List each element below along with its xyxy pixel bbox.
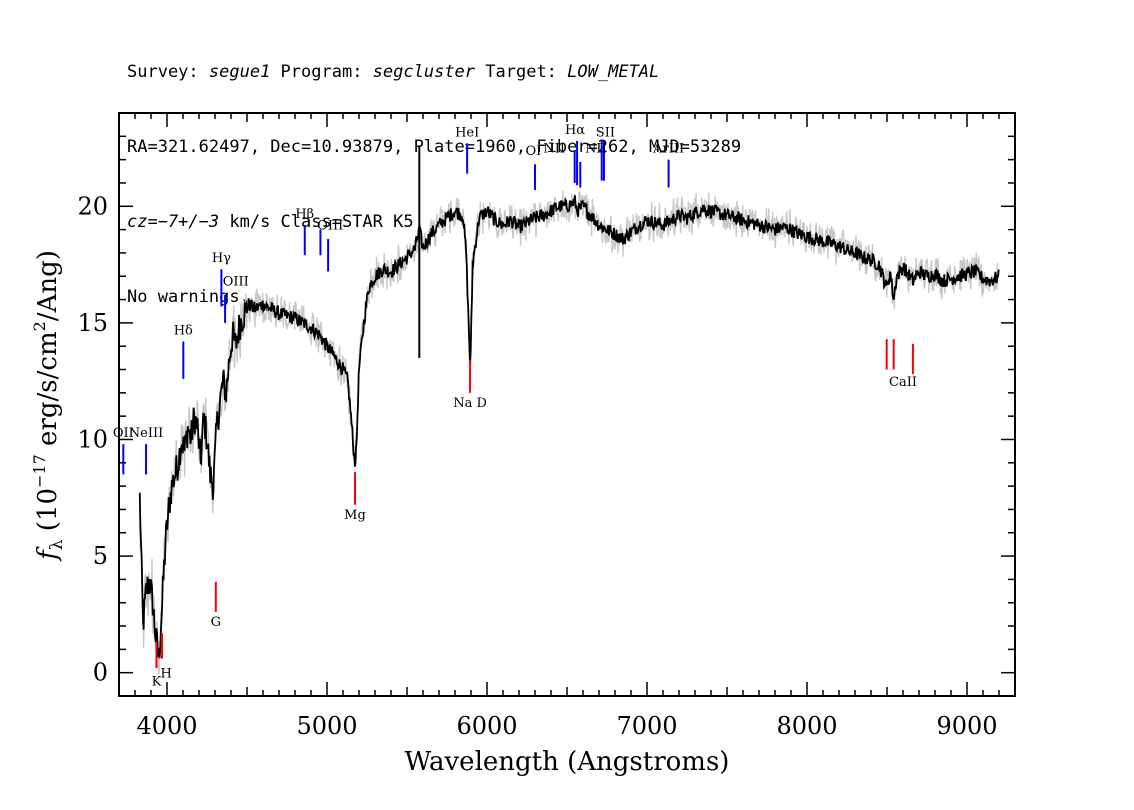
line-markers-group bbox=[122, 140, 914, 669]
axis-ticks-group bbox=[119, 112, 1015, 697]
marker-label-19: CaII bbox=[889, 375, 917, 390]
marker-label-2: K bbox=[152, 675, 162, 690]
survey-value: segue1 bbox=[208, 62, 271, 82]
header-line-warnings: No warnings. bbox=[127, 287, 250, 307]
y-tick-label: 10 bbox=[77, 425, 108, 453]
marker-label-7: OIII bbox=[223, 275, 249, 290]
x-tick-label: 9000 bbox=[936, 712, 997, 740]
marker-label-18: ArIII bbox=[652, 142, 684, 157]
cz-value: cz=−7+/−3 bbox=[127, 212, 220, 232]
target-label: Target: bbox=[475, 62, 568, 82]
x-tick-label: 6000 bbox=[456, 712, 517, 740]
y-label-end: /Ang) bbox=[33, 250, 63, 321]
plot-frame bbox=[118, 112, 1016, 697]
target-value: LOW_METAL bbox=[567, 62, 660, 82]
marker-label-4: Hδ bbox=[174, 324, 193, 339]
marker-label-6: Hγ bbox=[212, 251, 231, 266]
y-label-mid: (10 bbox=[33, 488, 63, 540]
y-label-exp: −17 bbox=[30, 454, 49, 488]
marker-label-11: HeI bbox=[455, 125, 479, 140]
error-band-group bbox=[139, 190, 1000, 675]
y-axis-label: fλ (10−17 erg/s/cm2/Ang) bbox=[30, 250, 67, 562]
x-axis-label: Wavelength (Angstroms) bbox=[405, 747, 730, 777]
program-value: segcluster bbox=[372, 62, 476, 82]
marker-label-10: Mg bbox=[344, 508, 366, 523]
error-band-line bbox=[139, 190, 1000, 675]
marker-label-17: SII bbox=[596, 125, 615, 140]
y-label-sub: λ bbox=[47, 539, 67, 550]
x-tick-labels: 4000 5000 6000 7000 8000 9000 bbox=[136, 712, 997, 740]
x-tick-label: 8000 bbox=[776, 712, 837, 740]
marker-label-8: Hβ bbox=[295, 207, 314, 222]
y-label-exp2: 2 bbox=[30, 321, 49, 331]
x-tick-label: 4000 bbox=[136, 712, 197, 740]
survey-label: Survey: bbox=[127, 62, 209, 82]
marker-label-3: H bbox=[161, 666, 172, 681]
marker-label-13: OI bbox=[526, 144, 542, 159]
header-line-coordinates: RA=321.62497, Dec=10.93879, Plate=1960, … bbox=[127, 137, 742, 157]
y-tick-label: 20 bbox=[77, 192, 108, 220]
y-tick-label: 5 bbox=[93, 542, 108, 570]
marker-label-14: NII bbox=[543, 142, 565, 157]
program-label: Program: bbox=[270, 62, 373, 82]
spectrum-line bbox=[138, 195, 1000, 659]
spectrum-header: Survey: segue1 Program: segcluster Targe… bbox=[127, 10, 741, 335]
marker-label-15: Hα bbox=[565, 123, 585, 138]
marker-label-5: G bbox=[211, 615, 221, 630]
spectrum-line-group bbox=[138, 145, 1000, 659]
x-tick-label: 5000 bbox=[296, 712, 357, 740]
y-label-units: erg/s/cm bbox=[33, 331, 63, 454]
marker-label-16: NII bbox=[585, 142, 607, 157]
y-tick-label: 15 bbox=[77, 309, 108, 337]
y-tick-label: 0 bbox=[93, 659, 108, 687]
header-line-redshift: cz=−7+/−3 km/s Class=STAR K5 bbox=[127, 210, 741, 235]
marker-label-9: OIII bbox=[317, 219, 343, 234]
marker-label-12: Na D bbox=[453, 396, 487, 411]
y-tick-labels: 0 5 10 15 20 bbox=[77, 192, 108, 686]
header-line-survey: Survey: segue1 Program: segcluster Targe… bbox=[127, 60, 741, 85]
class-text: km/s Class=STAR K5 bbox=[219, 212, 414, 232]
x-tick-label: 7000 bbox=[616, 712, 677, 740]
marker-label-1: NeIII bbox=[129, 426, 163, 441]
